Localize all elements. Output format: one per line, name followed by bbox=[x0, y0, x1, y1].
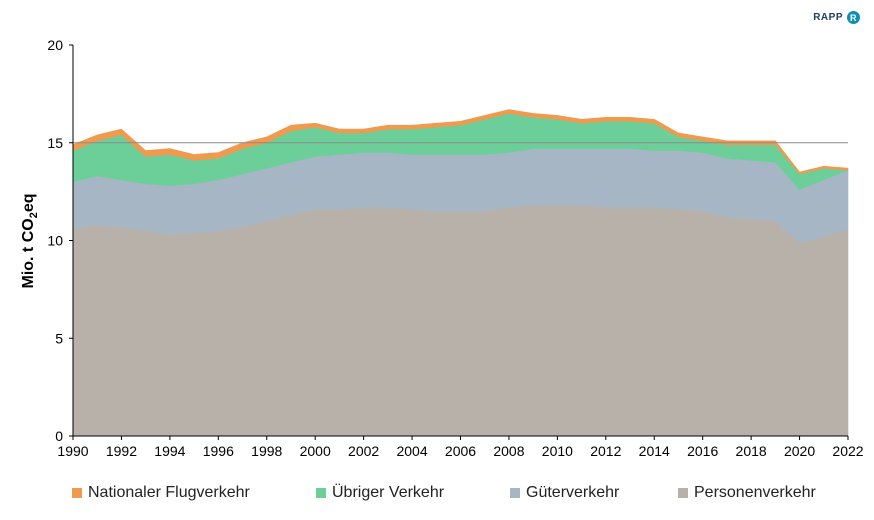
y-tick-label-0: 0 bbox=[55, 428, 63, 444]
x-tick-label-0: 1990 bbox=[57, 443, 88, 459]
x-tick-label-14: 2018 bbox=[736, 443, 767, 459]
legend-swatch-1 bbox=[316, 488, 326, 498]
y-tick-label-1: 5 bbox=[55, 330, 63, 346]
area-series-0 bbox=[72, 205, 849, 437]
legend-label-1: Übriger Verkehr bbox=[332, 484, 445, 501]
x-tick-label-6: 2002 bbox=[348, 443, 379, 459]
y-axis-label-tail: eq bbox=[20, 193, 37, 212]
x-tick-label-2: 1994 bbox=[154, 443, 185, 459]
x-tick-label-15: 2020 bbox=[784, 443, 815, 459]
legend-swatch-0 bbox=[72, 488, 82, 498]
y-axis-label-main: Mio. t CO bbox=[20, 218, 37, 288]
x-tick-label-13: 2016 bbox=[687, 443, 718, 459]
x-tick-label-8: 2006 bbox=[445, 443, 476, 459]
legend-item-0: Nationaler Flugverkehr bbox=[72, 484, 250, 502]
legend-item-3: Personenverkehr bbox=[678, 484, 816, 502]
x-tick-label-12: 2014 bbox=[639, 443, 670, 459]
x-tick-label-10: 2010 bbox=[542, 443, 573, 459]
area-series-3 bbox=[72, 109, 849, 175]
brand-logo: RAPP R bbox=[813, 11, 860, 24]
legend-item-2: Güterverkehr bbox=[510, 484, 619, 502]
stacked-area-chart: 0 5 10 15 20 1990 1992 1994 1996 1998 2000 2002 2004… bbox=[20, 37, 864, 459]
legend: Nationaler Flugverkehr Übriger Verkehr Güt… bbox=[0, 484, 874, 508]
y-tick-label-2: 10 bbox=[47, 233, 63, 249]
x-tick-label-3: 1996 bbox=[203, 443, 234, 459]
legend-label-3: Personenverkehr bbox=[694, 484, 816, 501]
legend-swatch-2 bbox=[510, 488, 520, 498]
y-tick-label-3: 15 bbox=[47, 135, 63, 151]
x-tick-label-9: 2008 bbox=[493, 443, 524, 459]
x-tick-label-5: 2000 bbox=[300, 443, 331, 459]
x-tick-label-7: 2004 bbox=[396, 443, 427, 459]
y-tick-label-4: 20 bbox=[47, 37, 63, 53]
x-tick-label-16: 2022 bbox=[832, 443, 863, 459]
y-axis-label: Mio. t CO2eq bbox=[20, 193, 40, 288]
legend-label-0: Nationaler Flugverkehr bbox=[88, 484, 250, 501]
x-tick-label-4: 1998 bbox=[251, 443, 282, 459]
x-tick-label-1: 1992 bbox=[106, 443, 137, 459]
axes-group: 0 5 10 15 20 1990 1992 1994 1996 1998 2000 2002 2004… bbox=[47, 37, 863, 459]
y-axis-label-sub: 2 bbox=[28, 212, 40, 218]
brand-name: RAPP bbox=[813, 12, 843, 23]
area-series-group bbox=[72, 109, 849, 437]
legend-label-2: Güterverkehr bbox=[526, 484, 620, 501]
brand-mark-icon: R bbox=[847, 11, 860, 24]
legend-swatch-3 bbox=[678, 488, 688, 498]
legend-item-1: Übriger Verkehr bbox=[316, 484, 444, 502]
x-tick-label-11: 2012 bbox=[590, 443, 621, 459]
